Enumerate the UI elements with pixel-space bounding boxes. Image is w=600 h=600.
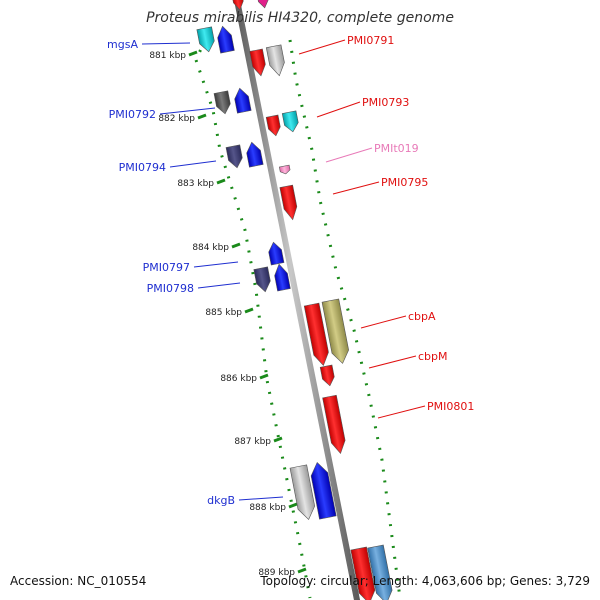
gene-label-left: PMI0794 <box>119 161 166 174</box>
gene-label-leader <box>368 355 417 369</box>
gene-label-leader <box>238 496 284 501</box>
genome-backbone <box>233 0 361 600</box>
kbp-tick-mark <box>288 502 298 509</box>
gene-label-leader <box>197 282 241 289</box>
gene-arrow-pmi0793-red <box>265 114 281 137</box>
gene-label-leader <box>332 181 380 195</box>
accession-text: Accession: NC_010554 <box>10 574 147 588</box>
gene-arrow-gray-2 <box>289 464 316 521</box>
gene-arrow-pmi0792-blue <box>234 87 252 114</box>
gene-label-leader <box>169 160 217 168</box>
genome-title: Proteus mirabilis HI4320, complete genom… <box>146 10 454 26</box>
kbp-tick-mark <box>273 436 283 443</box>
gene-label-left: mgsA <box>107 38 138 51</box>
gene-label-right: PMIt019 <box>374 142 419 155</box>
genome-summary-text: Topology: circular; Length: 4,063,606 bp… <box>260 574 590 588</box>
gene-arrow-bottom-red <box>350 546 376 600</box>
gene-arrow-pmi0795 <box>279 184 298 221</box>
gene-arrow-bottom-steel <box>367 544 393 600</box>
gene-label-left: PMI0792 <box>109 108 156 121</box>
gene-arrow-pmi0794-navy <box>225 144 243 169</box>
gene-arrow-cbpm <box>319 364 335 387</box>
gene-arrow-pmi0793-cyan <box>281 110 299 133</box>
gene-arrow-top-magenta <box>256 0 269 9</box>
gene-arrow-mgsa-cyan <box>196 26 215 53</box>
gene-label-right: PMI0801 <box>427 400 474 413</box>
gene-label-right: cbpA <box>408 310 436 323</box>
gene-label-right: PMI0793 <box>362 96 409 109</box>
kbp-tick-mark <box>216 178 226 185</box>
gene-label-leader <box>159 107 216 115</box>
gene-label-leader <box>316 101 361 118</box>
gene-arrow-dkgb <box>310 462 337 520</box>
gene-label-leader <box>325 147 373 163</box>
gene-label-leader <box>298 39 346 55</box>
gene-label-leader <box>193 261 239 268</box>
kbp-tick-label: 884 kbp <box>192 243 229 253</box>
kbp-tick-label: 888 kbp <box>249 503 286 513</box>
gene-arrow-pmi0792-dark <box>213 90 231 115</box>
kbp-tick-mark <box>197 113 207 120</box>
gene-arrow-pmi0794-blue <box>246 141 264 168</box>
kbp-tick-mark <box>259 373 269 380</box>
gene-arrow-pmi0798-navy <box>253 266 271 293</box>
gene-arrow-cbpa <box>303 302 329 366</box>
gene-arrow-mgsa-blue <box>217 25 235 54</box>
kbp-tick-label: 886 kbp <box>220 374 257 384</box>
kbp-tick-label: 881 kbp <box>149 51 186 61</box>
kbp-tick-label: 887 kbp <box>234 437 271 447</box>
kbp-tick-label: 883 kbp <box>177 179 214 189</box>
kbp-tick-label: 882 kbp <box>158 114 195 124</box>
gene-arrow-olive <box>321 298 349 364</box>
kbp-tick-label: 885 kbp <box>205 308 242 318</box>
gene-label-leader <box>377 405 426 419</box>
gene-label-left: PMI0798 <box>147 282 194 295</box>
kbp-tick-mark <box>231 242 241 249</box>
gene-label-right: PMI0795 <box>381 176 428 189</box>
gene-arrow-pmi0797 <box>268 241 285 266</box>
gene-arrow-pmi0791 <box>249 48 266 77</box>
gene-arrow-pmi0801 <box>322 394 346 455</box>
gene-label-left: dkgB <box>207 494 235 507</box>
gene-label-left: PMI0797 <box>143 261 190 274</box>
gene-label-right: cbpM <box>418 350 448 363</box>
gene-arrow-pmi0798-blue <box>274 263 291 292</box>
gene-arrow-pmit019 <box>278 164 291 175</box>
gene-arrow-gray-1 <box>265 44 285 77</box>
kbp-tick-mark <box>188 50 198 57</box>
gene-arrow-top-red <box>230 0 244 11</box>
gene-label-leader <box>141 42 191 45</box>
kbp-tick-mark <box>297 567 307 574</box>
kbp-tick-label: 889 kbp <box>258 568 295 578</box>
gene-label-leader <box>360 315 407 329</box>
gene-label-right: PMI0791 <box>347 34 394 47</box>
kbp-tick-mark <box>244 307 254 314</box>
